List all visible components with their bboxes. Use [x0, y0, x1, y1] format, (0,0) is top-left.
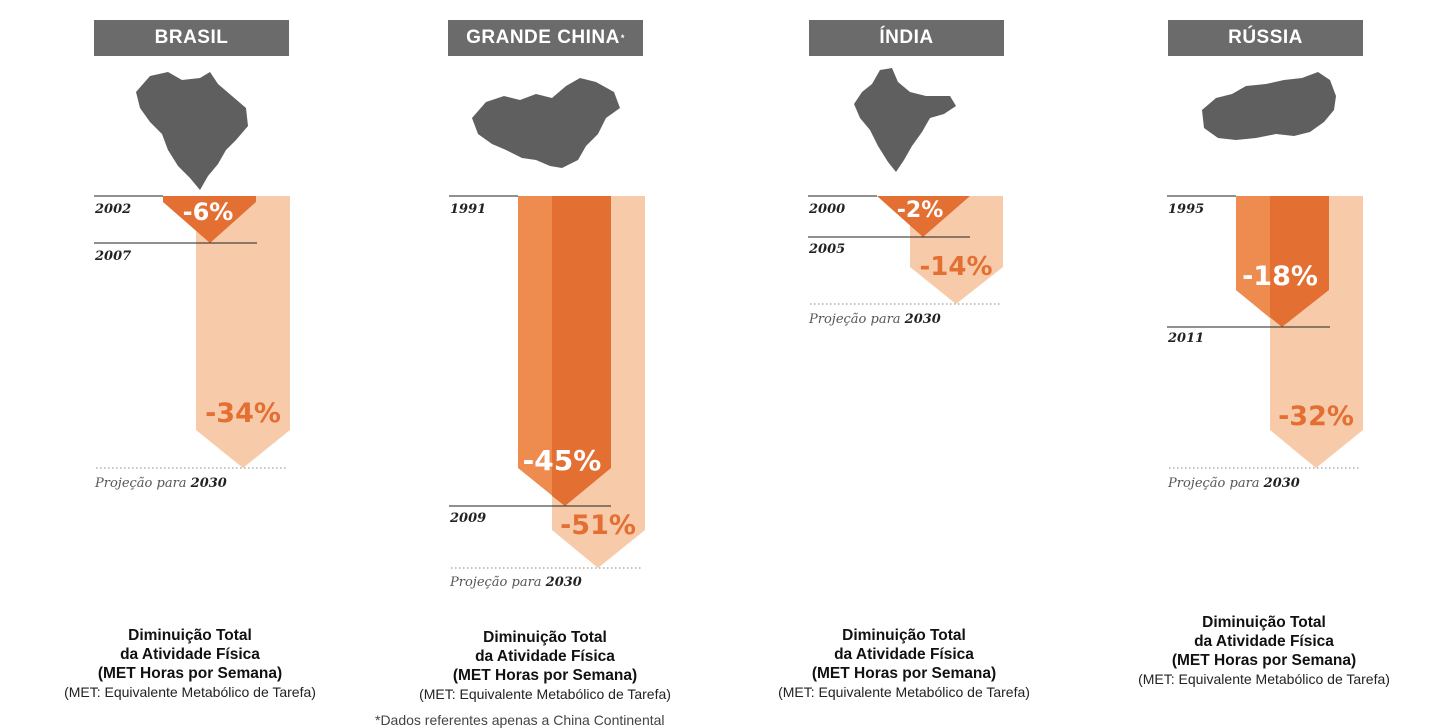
projection-prefix: Projeção para: [1168, 476, 1264, 491]
brasil-value1-label: -6%: [183, 198, 234, 226]
caption-line1: Diminuição Total: [128, 627, 252, 644]
caption-line4: (MET: Equivalente Metabólico de Tarefa): [64, 684, 316, 700]
brazil-map-icon: [136, 72, 248, 190]
brasil-caption: Diminuição Total da Atividade Física (ME…: [30, 626, 350, 702]
caption-line3: (MET Horas por Semana): [452, 667, 638, 684]
header-russia-label: RÚSSIA: [1228, 27, 1303, 48]
india-year2: 2005: [809, 242, 846, 257]
caption-line3: (MET Horas por Semana): [811, 665, 997, 682]
china-value2-label: -51%: [560, 510, 636, 541]
russia-value1-label: -18%: [1242, 261, 1318, 292]
header-india-label: ÍNDIA: [879, 27, 934, 48]
caption-line2: da Atividade Física: [1194, 633, 1334, 650]
russia-observed-arrow-shade: [1236, 196, 1270, 318]
caption-line3: (MET Horas por Semana): [97, 665, 283, 682]
header-india: ÍNDIA: [809, 20, 1004, 56]
projection-year: 2030: [190, 476, 227, 491]
brasil-value2-label: -34%: [205, 398, 281, 429]
china-map-icon: [472, 78, 620, 168]
russia-value2-label: -32%: [1278, 401, 1354, 432]
china-value1-label: -45%: [523, 444, 602, 477]
caption-line3: (MET Horas por Semana): [1171, 652, 1357, 669]
india-projection-label: Projeção para 2030: [809, 312, 941, 327]
brasil-projection-arrow: [196, 196, 290, 468]
brasil-observed-arrow: [163, 196, 256, 243]
india-chart: -2% -14%: [808, 195, 1003, 305]
caption-line4: (MET: Equivalente Metabólico de Tarefa): [778, 684, 1030, 700]
caption-line2: da Atividade Física: [120, 646, 260, 663]
russia-caption: Diminuição Total da Atividade Física (ME…: [1104, 613, 1424, 689]
header-china-mark: *: [620, 33, 625, 43]
projection-prefix: Projeção para: [450, 575, 546, 590]
china-chart: -45% -51%: [449, 195, 645, 569]
india-map-icon: [854, 68, 956, 172]
russia-baseline-year: 1995: [1168, 202, 1205, 217]
caption-line4: (MET: Equivalente Metabólico de Tarefa): [419, 686, 671, 702]
caption-line2: da Atividade Física: [475, 648, 615, 665]
brasil-chart: -6% -34%: [94, 195, 290, 469]
header-brasil: BRASIL: [94, 20, 289, 56]
brasil-baseline-year: 2002: [95, 202, 132, 217]
brasil-projection-label: Projeção para 2030: [95, 476, 227, 491]
india-observed-arrow: [877, 196, 970, 237]
caption-line4: (MET: Equivalente Metabólico de Tarefa): [1138, 671, 1390, 687]
india-caption: Diminuição Total da Atividade Física (ME…: [744, 626, 1064, 702]
china-observed-arrow-right: [552, 196, 611, 506]
projection-year: 2030: [1263, 476, 1300, 491]
china-projection-label: Projeção para 2030: [450, 575, 582, 590]
caption-line2: da Atividade Física: [834, 646, 974, 663]
china-caption: Diminuição Total da Atividade Física (ME…: [385, 628, 705, 704]
projection-year: 2030: [904, 312, 941, 327]
projection-year: 2030: [545, 575, 582, 590]
caption-line1: Diminuição Total: [483, 629, 607, 646]
russia-map-icon: [1202, 72, 1336, 140]
india-value2-label: -14%: [919, 252, 992, 282]
header-brasil-label: BRASIL: [154, 27, 229, 48]
india-baseline-year: 2000: [809, 202, 846, 217]
brasil-year2: 2007: [95, 249, 132, 264]
china-year2: 2009: [450, 511, 487, 526]
projection-prefix: Projeção para: [95, 476, 191, 491]
header-russia: RÚSSIA: [1168, 20, 1363, 56]
russia-chart: -18% -32%: [1167, 195, 1363, 469]
russia-year2: 2011: [1168, 331, 1205, 346]
russia-projection-label: Projeção para 2030: [1168, 476, 1300, 491]
china-baseline-year: 1991: [450, 202, 487, 217]
header-grande-china: GRANDE CHINA *: [448, 20, 643, 56]
caption-line1: Diminuição Total: [842, 627, 966, 644]
india-value1-label: -2%: [897, 198, 943, 223]
caption-line1: Diminuição Total: [1202, 614, 1326, 631]
footnote: *Dados referentes apenas a China Contine…: [375, 712, 665, 728]
header-china-label: GRANDE CHINA: [466, 27, 620, 48]
projection-prefix: Projeção para: [809, 312, 905, 327]
